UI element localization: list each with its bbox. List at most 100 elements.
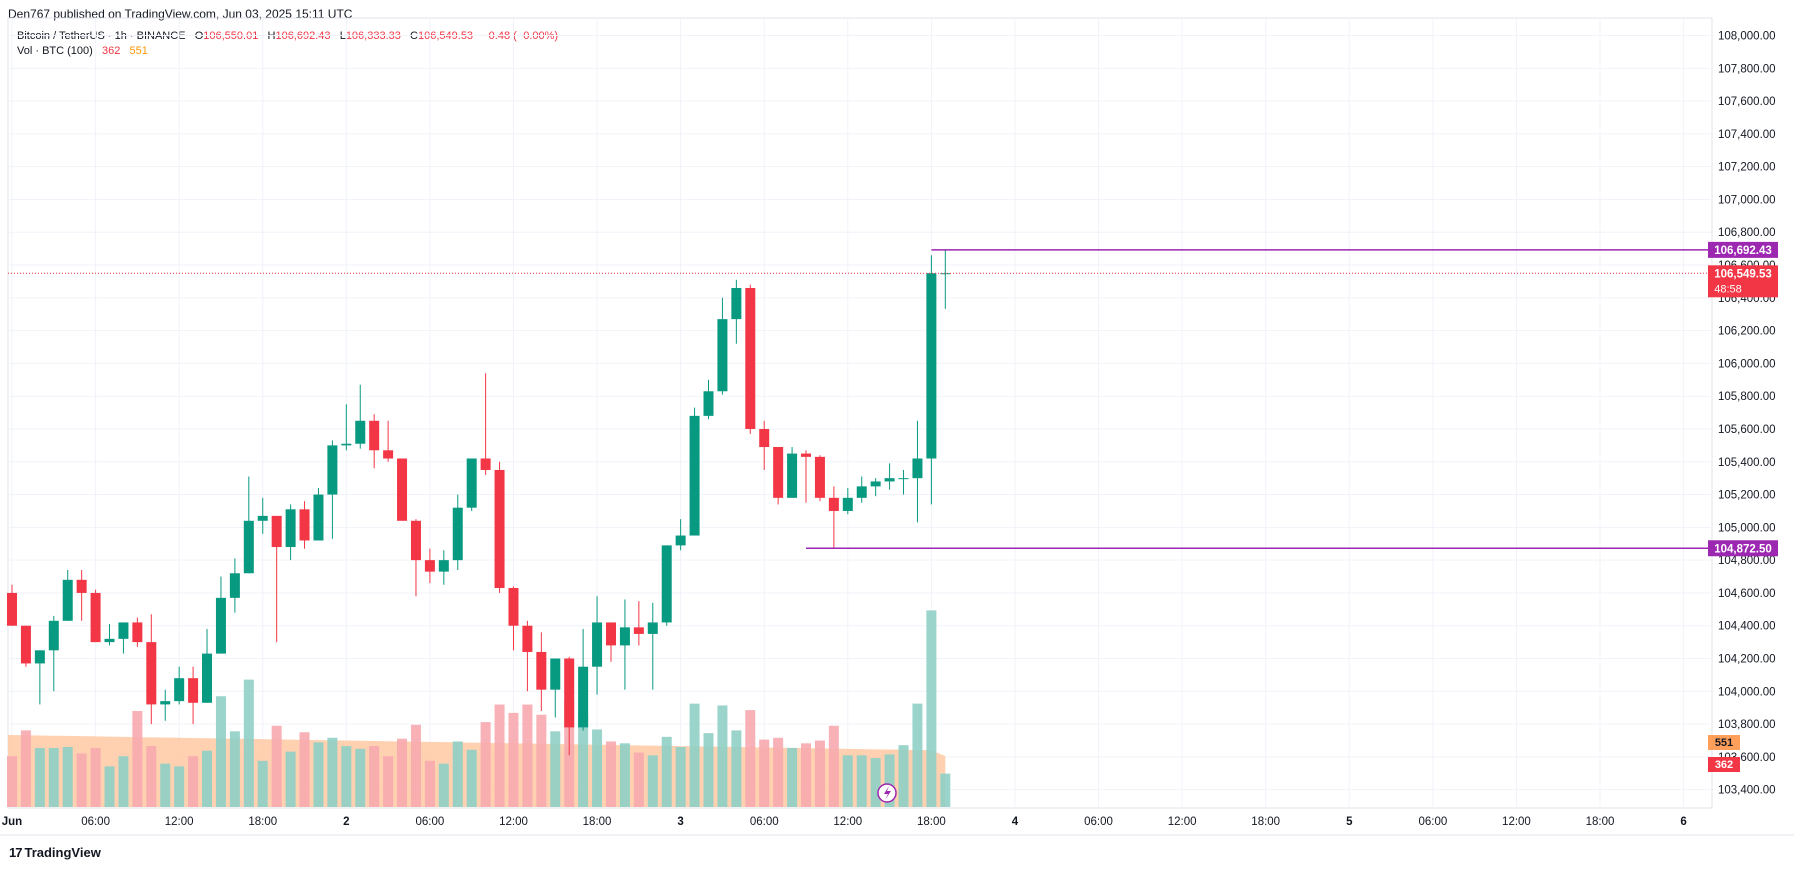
candle-body: [633, 627, 644, 634]
candle-body: [689, 415, 700, 536]
candle-body: [592, 622, 603, 667]
volume-bar: [383, 756, 394, 807]
y-tick-label: 104,400.00: [1718, 621, 1776, 633]
candle-body: [34, 650, 45, 664]
y-tick-label: 105,600.00: [1718, 424, 1776, 436]
volume-bar: [174, 766, 185, 807]
ohlc-legend: Bitcoin / TetherUS · 1h · BINANCE O106,5…: [17, 30, 558, 42]
volume-bar: [717, 705, 728, 807]
candle-body: [661, 545, 672, 623]
tradingview-logo-icon: 17: [9, 845, 23, 860]
candle-body: [675, 535, 686, 546]
volume-bar: [118, 756, 129, 807]
candle-body: [480, 458, 491, 470]
candle-body: [564, 658, 575, 728]
x-tick-label: 06:00: [81, 816, 110, 828]
candle-body: [759, 428, 770, 448]
y-tick-label: 107,800.00: [1718, 63, 1776, 75]
x-tick-label: 06:00: [416, 816, 445, 828]
candle-body: [271, 515, 282, 548]
candle-body: [773, 447, 784, 498]
candle-body: [550, 658, 561, 690]
x-tick-label: 18:00: [1251, 816, 1280, 828]
horizontal-levels[interactable]: [8, 249, 1712, 550]
candle-body: [188, 678, 199, 703]
candle-body: [814, 456, 825, 498]
candle-body: [898, 478, 909, 480]
candle-body: [202, 653, 213, 703]
volume-bar: [898, 745, 909, 807]
volume-bar: [578, 714, 589, 807]
volume-bar: [7, 756, 17, 807]
x-tick-label: Jun: [2, 816, 22, 828]
candle-body: [215, 597, 226, 654]
volume-bar: [689, 703, 700, 807]
x-tick-label: 4: [1012, 816, 1019, 828]
volume-bar: [48, 747, 59, 807]
low-level-badge: 104,872.50: [1708, 540, 1778, 557]
x-tick-label: 18:00: [1586, 816, 1615, 828]
volume-bar: [62, 747, 73, 807]
vol-badge: 362: [1708, 757, 1740, 772]
candle-body: [801, 453, 812, 457]
volume-label[interactable]: Vol · BTC (100): [17, 45, 93, 57]
high-level-badge-text: 106,692.43: [1714, 245, 1772, 257]
volume-bar: [410, 724, 421, 807]
volume-bar: [313, 742, 324, 807]
x-tick-label: 12:00: [165, 816, 194, 828]
tradingview-logo[interactable]: 17 TradingView: [9, 845, 101, 860]
candle-body: [299, 509, 310, 541]
volume-ma-value: 551: [129, 45, 148, 57]
volume-bar: [466, 749, 477, 807]
volume-bar: [299, 732, 310, 807]
volume-bar: [633, 752, 644, 807]
candle-body: [787, 453, 798, 498]
volume-bar: [759, 739, 770, 807]
x-tick-label: 6: [1680, 816, 1686, 828]
candle-body: [536, 651, 547, 690]
candle-body: [243, 520, 254, 574]
volume-bar: [814, 740, 825, 807]
lightning-icon-bolt: [884, 786, 891, 800]
candle-body: [20, 625, 31, 664]
candle-body: [257, 515, 268, 521]
volume-bar: [243, 679, 254, 807]
current-price-badge-bg: [1708, 265, 1778, 298]
candle-body: [160, 701, 171, 705]
price-badges: 106,692.43 106,549.53 48:58 104,872.50 551 36…: [877, 241, 1778, 803]
y-tick-label: 107,400.00: [1718, 129, 1776, 141]
vol-ma-badge-text: 551: [1715, 737, 1733, 749]
volume-bar: [188, 756, 199, 807]
y-tick-label: 107,600.00: [1718, 96, 1776, 108]
volume-bar: [647, 755, 658, 807]
x-tick-label: 5: [1346, 816, 1353, 828]
x-tick-label: 3: [677, 816, 683, 828]
y-tick-label: 104,200.00: [1718, 654, 1776, 666]
candle-body: [229, 573, 240, 598]
candle-body: [940, 273, 951, 275]
candle-body: [494, 469, 505, 589]
x-tick-label: 12:00: [1502, 816, 1531, 828]
candle-series: [7, 249, 951, 756]
vol-ma-badge-bg: [1708, 735, 1740, 750]
x-tick-label: 12:00: [1168, 816, 1197, 828]
volume-current: 362: [101, 45, 121, 57]
grid: [0, 17, 1794, 836]
candle-body: [118, 622, 129, 639]
volume-bar: [592, 729, 603, 807]
candle-body: [926, 273, 937, 459]
candle-body: [438, 560, 449, 572]
volume-bar: [160, 763, 171, 807]
candle-body: [884, 478, 895, 482]
volume-bar: [452, 741, 463, 807]
volume-bar: [20, 730, 31, 807]
candle-body: [397, 458, 408, 521]
volume-legend: Vol · BTC (100) 362 551: [17, 45, 148, 57]
x-tick-label: 12:00: [499, 816, 528, 828]
volume-bar: [229, 731, 240, 807]
plot-frame: [7, 17, 1713, 809]
candle-body: [146, 642, 157, 705]
volume-bar: [926, 610, 937, 807]
logo-text: TradingView: [24, 845, 101, 860]
